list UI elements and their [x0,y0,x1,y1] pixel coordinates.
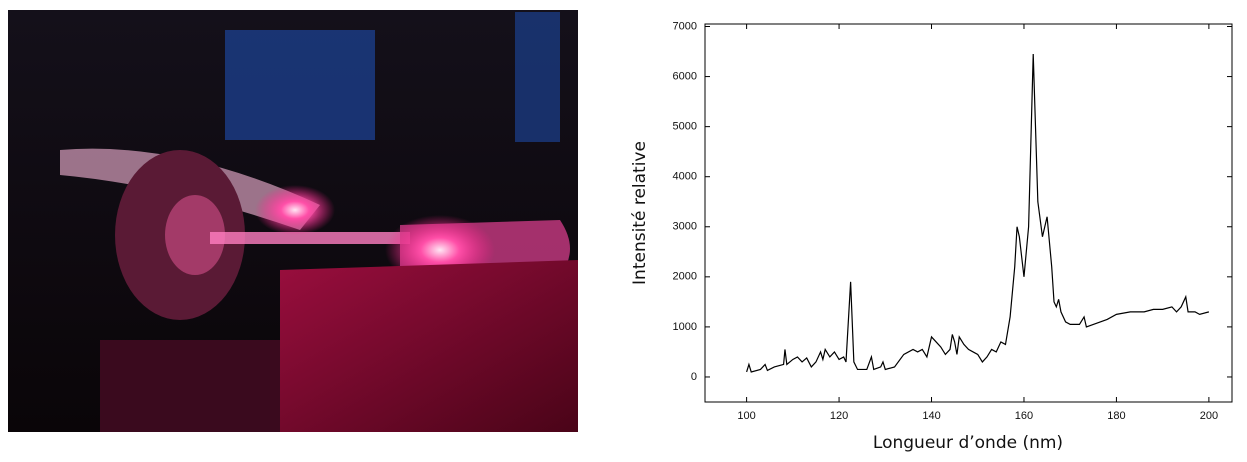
x-axis-label: Longueur d’onde (nm) [873,433,1063,453]
x-tick-label: 120 [830,410,848,422]
y-tick-label: 0 [691,371,697,383]
x-tick-label: 180 [1107,410,1125,422]
x-tick-label: 160 [1015,410,1033,422]
x-tick-label: 100 [737,410,755,422]
photo [8,10,578,432]
y-tick-label: 2000 [673,271,697,283]
x-tick-label: 140 [922,410,940,422]
y-tick-label: 1000 [673,321,697,333]
y-axis-label: Intensité relative [630,141,650,285]
y-tick-label: 5000 [673,121,697,133]
y-tick-label: 7000 [673,20,697,32]
spectrum-line [746,54,1210,373]
y-tick-label: 3000 [673,221,697,233]
x-tick-label: 200 [1200,410,1218,422]
plot-frame [704,23,1233,403]
y-tick-label: 6000 [673,70,697,82]
y-tick-label: 4000 [673,171,697,183]
